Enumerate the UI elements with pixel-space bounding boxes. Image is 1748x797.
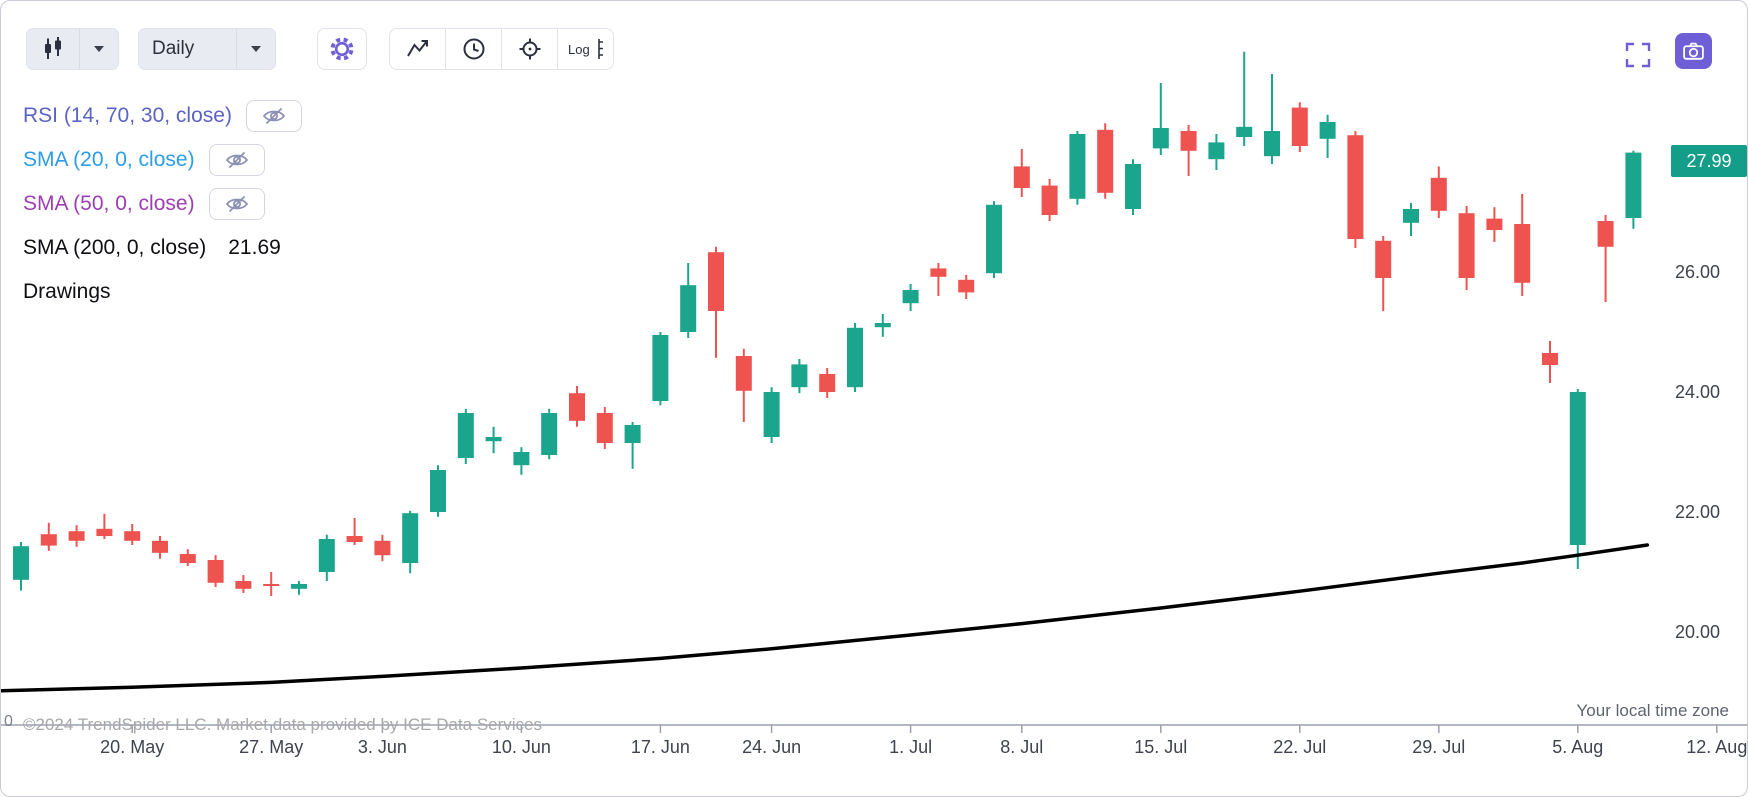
crosshair-icon: [517, 36, 543, 62]
indicator-label-sma200[interactable]: SMA (200, 0, close): [23, 235, 207, 259]
candlestick-chart-icon: [40, 36, 66, 62]
indicator-label-sma50[interactable]: SMA (50, 0, close): [23, 191, 195, 215]
date-label: 27. May: [239, 737, 303, 757]
eye-hidden-icon: [224, 150, 250, 170]
clock-icon: [461, 36, 487, 62]
date-label: 10. Jun: [492, 737, 551, 757]
chevron-down-icon: [251, 46, 261, 52]
price-label: 24.00: [1675, 382, 1720, 402]
price-label: 26.00: [1675, 262, 1720, 282]
timeframe-value: Daily: [152, 38, 195, 59]
sma200-value: 21.69: [228, 235, 281, 259]
price-label: 20.00: [1675, 622, 1720, 642]
last-price-badge: [1671, 145, 1747, 177]
legend-row-sma20: SMA (20, 0, close): [23, 143, 302, 176]
date-label: 5. Aug: [1552, 737, 1603, 757]
screenshot-button[interactable]: [1675, 33, 1712, 69]
legend-row-sma200: SMA (200, 0, close) 21.69: [23, 231, 302, 264]
fullscreen-button[interactable]: [1621, 39, 1655, 71]
settings-gear-icon: [328, 35, 356, 63]
timeframe-dropdown[interactable]: Daily: [138, 28, 276, 70]
indicators-button[interactable]: [389, 28, 446, 70]
indicator-label-rsi[interactable]: RSI (14, 70, 30, close): [23, 103, 232, 127]
price-label: 22.00: [1675, 502, 1720, 522]
time-settings-button[interactable]: [445, 28, 502, 70]
drawings-label[interactable]: Drawings: [23, 279, 111, 303]
date-label: 12. Aug: [1686, 737, 1747, 757]
log-scale-button[interactable]: Log: [557, 28, 614, 70]
indicator-legend: RSI (14, 70, 30, close) SMA (20, 0, clos…: [23, 99, 302, 308]
eye-hidden-icon: [224, 194, 250, 214]
date-label: 15. Jul: [1134, 737, 1187, 757]
date-label: 17. Jun: [631, 737, 690, 757]
eye-hidden-icon: [261, 106, 287, 126]
crosshair-button[interactable]: [501, 28, 558, 70]
fullscreen-icon: [1624, 41, 1652, 69]
settings-button[interactable]: [317, 28, 367, 70]
rsi-visibility-toggle[interactable]: [245, 99, 302, 132]
legend-row-rsi: RSI (14, 70, 30, close): [23, 99, 302, 132]
chart-toolbar: Daily: [26, 28, 614, 70]
last-price-value: 27.99: [1686, 151, 1731, 171]
date-label: 3. Jun: [358, 737, 407, 757]
log-scale-icon: Log: [565, 35, 607, 63]
x-axis-labels: 20. May 27. May 3. Jun 10. Jun 17. Jun 24. Ju…: [100, 725, 1747, 757]
date-label: 20. May: [100, 737, 164, 757]
left-axis-zero-label: 0: [4, 713, 13, 730]
chevron-down-icon: [94, 46, 104, 52]
sma-200-line: [1, 543, 1650, 693]
date-label: 24. Jun: [742, 737, 801, 757]
price-axis-labels: 26.00 24.00 22.00 20.00: [1675, 262, 1720, 642]
chart-tools-group: Log: [389, 28, 614, 70]
legend-row-drawings: Drawings: [23, 275, 302, 308]
sma50-visibility-toggle[interactable]: [208, 187, 265, 220]
legend-row-sma50: SMA (50, 0, close): [23, 187, 302, 220]
indicator-label-sma20[interactable]: SMA (20, 0, close): [23, 147, 195, 171]
candles: [13, 51, 1642, 596]
date-label: 22. Jul: [1273, 737, 1326, 757]
chart-type-dropdown[interactable]: [26, 28, 119, 70]
copyright-notice: ©2024 TrendSpider LLC. Market data provi…: [23, 715, 543, 734]
indicators-zigzag-icon: [405, 36, 431, 62]
date-label: 1. Jul: [889, 737, 932, 757]
camera-icon: [1682, 40, 1705, 63]
svg-text:Log: Log: [568, 42, 590, 57]
timezone-note: Your local time zone: [1576, 701, 1729, 720]
date-label: 8. Jul: [1000, 737, 1043, 757]
sma20-visibility-toggle[interactable]: [208, 143, 265, 176]
date-label: 29. Jul: [1412, 737, 1465, 757]
